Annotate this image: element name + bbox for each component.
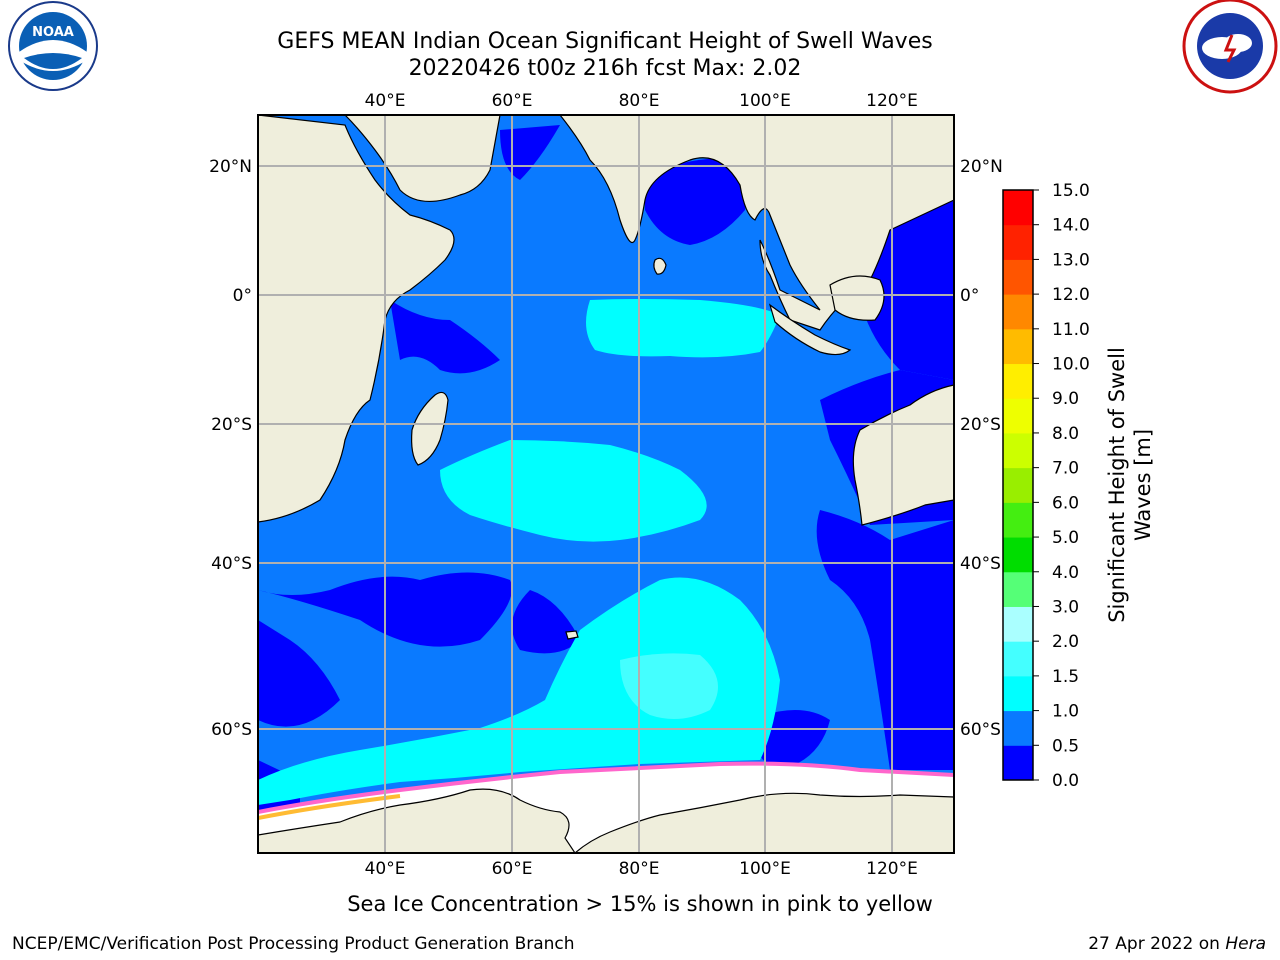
colorbar-block: [1003, 363, 1033, 399]
colorbar-block: [1003, 675, 1033, 712]
lat-tick-label: 20°S: [960, 415, 1001, 435]
colorbar-block: [1003, 259, 1033, 295]
colorbar-ticks: 0.0 0.5 1.0 1.5 2.0 3.0 4.0 5.0 6.0 7.0 8.0 9.0 10.0…: [1033, 181, 1090, 791]
colorbar-tick-label: 14.0: [1052, 216, 1090, 236]
colorbar-block: [1003, 294, 1033, 330]
colorbar-tick-label: 0.5: [1052, 736, 1079, 756]
colorbar-tick-label: 5.0: [1052, 528, 1079, 548]
lon-tick-label: 60°E: [492, 859, 533, 879]
colorbar-tick-label: 1.5: [1052, 667, 1079, 687]
lat-tick-label: 0°: [233, 286, 252, 306]
lon-tick-label: 100°E: [739, 859, 791, 879]
footer-date-text: 27 Apr 2022 on: [1088, 934, 1225, 954]
colorbar-tick-label: 0.0: [1052, 771, 1079, 791]
colorbar-tick-label: 8.0: [1052, 424, 1079, 444]
lon-ticks-bottom: 40°E 60°E 80°E 100°E 120°E: [365, 859, 918, 879]
lat-tick-label: 40°S: [211, 554, 252, 574]
lon-tick-label: 60°E: [492, 91, 533, 111]
lon-tick-label: 120°E: [866, 859, 918, 879]
lon-tick-label: 40°E: [365, 859, 406, 879]
colorbar: 0.0 0.5 1.0 1.5 2.0 3.0 4.0 5.0 6.0 7.0 8.0 9.0 10.0…: [1002, 181, 1155, 791]
colorbar-tick-label: 10.0: [1052, 355, 1090, 375]
colorbar-block: [1003, 398, 1033, 434]
colorbar-label-line1: Significant Height of Swell: [1105, 347, 1129, 623]
footer-credit: NCEP/EMC/Verification Post Processing Pr…: [12, 934, 575, 954]
lon-ticks-top: 40°E 60°E 80°E 100°E 120°E: [365, 91, 918, 111]
colorbar-block: [1003, 710, 1033, 746]
colorbar-tick-label: 15.0: [1052, 181, 1090, 201]
noaa-logo: NOAA: [8, 1, 98, 91]
lat-ticks-right: 20°N 0° 20°S 40°S 60°S: [960, 157, 1003, 740]
colorbar-tick-label: 3.0: [1052, 597, 1079, 617]
colorbar-tick-label: 1.0: [1052, 702, 1079, 722]
colorbar-block: [1003, 745, 1033, 781]
figure-subtitle: 20220426 t00z 216h fcst Max: 2.02: [409, 56, 802, 81]
colorbar-block: [1003, 224, 1033, 260]
lat-tick-label: 20°S: [211, 415, 252, 435]
footer-host: Hera: [1225, 934, 1266, 954]
higher-swell-zones: [620, 653, 718, 719]
colorbar-tick-label: 2.0: [1052, 632, 1079, 652]
lat-tick-label: 0°: [960, 286, 979, 306]
colorbar-block: [1003, 641, 1033, 677]
lat-tick-label: 20°N: [960, 157, 1003, 177]
map-grid: [258, 115, 954, 853]
colorbar-block: [1003, 606, 1033, 642]
lon-tick-label: 120°E: [866, 91, 918, 111]
nws-logo: [1182, 0, 1278, 94]
colorbar-tick-label: 7.0: [1052, 459, 1079, 479]
colorbar-frame: [1002, 189, 1034, 781]
colorbar-label-line2: Waves [m]: [1131, 429, 1155, 541]
colorbar-tick-label: 13.0: [1052, 250, 1090, 270]
colorbar-block: [1003, 190, 1033, 226]
colorbar-block: [1003, 328, 1033, 365]
lat-tick-label: 20°N: [209, 157, 252, 177]
colorbar-blocks: [1003, 190, 1033, 781]
lon-tick-label: 80°E: [619, 91, 660, 111]
land-masses: [258, 115, 954, 853]
lon-tick-label: 100°E: [739, 91, 791, 111]
lat-ticks-left: 20°N 0° 20°S 40°S 60°S: [209, 157, 252, 740]
figure-title: GEFS MEAN Indian Ocean Significant Heigh…: [277, 29, 932, 54]
lon-tick-label: 80°E: [619, 859, 660, 879]
lat-tick-label: 60°S: [211, 720, 252, 740]
colorbar-tick-label: 9.0: [1052, 389, 1079, 409]
colorbar-label: Significant Height of Swell Waves [m]: [1105, 347, 1155, 623]
colorbar-tick-label: 6.0: [1052, 493, 1079, 513]
noaa-logo-text: NOAA: [32, 25, 74, 40]
colorbar-block: [1003, 432, 1033, 469]
colorbar-tick-label: 4.0: [1052, 563, 1079, 583]
map-frame: [257, 114, 955, 854]
footer-date: 27 Apr 2022 on Hera: [1088, 934, 1266, 954]
colorbar-tick-label: 12.0: [1052, 285, 1090, 305]
lat-tick-label: 60°S: [960, 720, 1001, 740]
colorbar-block: [1003, 467, 1033, 503]
colorbar-tick-label: 11.0: [1052, 320, 1090, 340]
colorbar-block: [1003, 502, 1033, 538]
colorbar-block: [1003, 537, 1033, 573]
lon-tick-label: 40°E: [365, 91, 406, 111]
lat-tick-label: 40°S: [960, 554, 1001, 574]
sea-ice-caption: Sea Ice Concentration > 15% is shown in …: [347, 892, 933, 916]
colorbar-block: [1003, 571, 1033, 607]
map-area: [258, 115, 954, 853]
